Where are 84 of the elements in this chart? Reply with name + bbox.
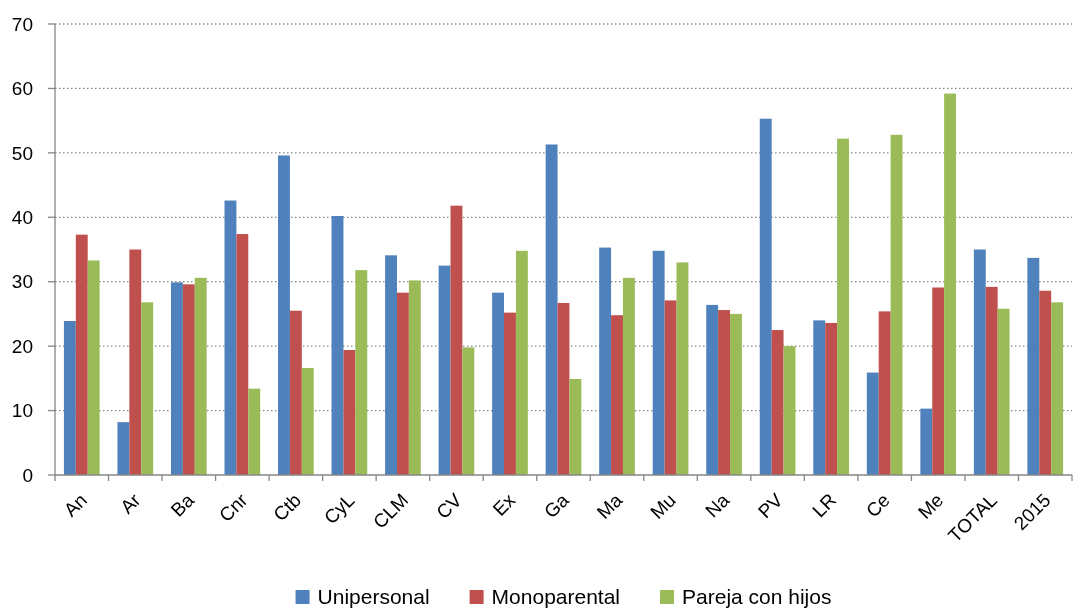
bar xyxy=(450,205,463,475)
y-tick-label: 40 xyxy=(11,206,33,228)
y-tick-label: 70 xyxy=(11,13,33,35)
x-tick-label: An xyxy=(59,489,91,521)
bar xyxy=(278,155,290,475)
x-tick-label: Na xyxy=(701,489,734,522)
bar xyxy=(866,372,879,475)
legend-label: Monoparental xyxy=(491,585,621,608)
bar xyxy=(1051,302,1064,475)
bar xyxy=(932,287,945,475)
bar xyxy=(664,300,677,475)
bar xyxy=(438,265,451,475)
y-tick-label: 10 xyxy=(11,400,33,422)
bar xyxy=(1039,290,1052,475)
bar xyxy=(396,292,409,475)
bar xyxy=(569,379,582,475)
bar xyxy=(944,93,957,475)
bar xyxy=(117,422,130,475)
x-tick-label: Ga xyxy=(539,489,574,523)
x-tick-label: Ar xyxy=(116,488,145,518)
bar xyxy=(248,388,261,475)
y-tick-label: 30 xyxy=(11,271,33,293)
bar xyxy=(813,320,826,475)
bar xyxy=(194,277,207,475)
x-tick-label: LR xyxy=(808,489,841,522)
bar xyxy=(504,312,516,475)
bar xyxy=(289,310,302,475)
bar xyxy=(706,304,719,475)
y-tick-label: 50 xyxy=(11,142,33,164)
bar xyxy=(63,321,76,475)
legend-label: Pareja con hijos xyxy=(682,585,832,608)
bar xyxy=(141,302,154,475)
bar xyxy=(599,247,612,475)
bar xyxy=(890,134,903,475)
x-tick-label: CV xyxy=(432,489,466,523)
bar xyxy=(718,310,731,475)
x-tick-label: Ma xyxy=(592,489,627,523)
x-tick-label: Ba xyxy=(166,489,199,521)
bar xyxy=(182,284,195,475)
bar xyxy=(973,249,986,475)
bar xyxy=(462,347,475,475)
x-tick-label: Ctb xyxy=(269,489,306,526)
x-tick-label: Ce xyxy=(861,489,894,522)
bar xyxy=(759,118,772,475)
bar xyxy=(224,200,237,475)
bar xyxy=(837,138,849,475)
x-tick-label: PV xyxy=(754,489,788,523)
bar xyxy=(343,350,356,475)
bar xyxy=(825,322,838,475)
y-tick-label: 20 xyxy=(11,335,33,357)
bar xyxy=(301,368,314,475)
x-tick-label: Me xyxy=(913,489,948,523)
bar xyxy=(545,144,558,475)
x-tick-label: Ex xyxy=(488,489,520,520)
bar xyxy=(985,286,998,475)
bar xyxy=(331,216,344,475)
bar xyxy=(920,408,933,475)
bar xyxy=(515,250,528,475)
bar xyxy=(170,282,183,475)
bar xyxy=(997,308,1010,475)
y-tick-label: 60 xyxy=(11,78,33,100)
bar xyxy=(730,313,742,475)
bar xyxy=(622,277,635,475)
bar xyxy=(408,280,421,475)
x-tick-label: Cnr xyxy=(215,488,253,526)
bar xyxy=(557,302,570,475)
y-tick-label: 0 xyxy=(22,464,33,486)
bar xyxy=(355,270,368,475)
bar xyxy=(385,255,397,475)
x-tick-label: CyL xyxy=(319,489,359,529)
bar xyxy=(783,346,796,475)
bar xyxy=(75,234,88,475)
bar xyxy=(129,249,142,475)
bar xyxy=(1027,257,1040,475)
bar xyxy=(676,262,689,475)
bar xyxy=(771,330,784,475)
bar xyxy=(236,234,249,475)
bar xyxy=(87,260,100,475)
legend-label: Unipersonal xyxy=(317,585,430,608)
bar xyxy=(611,315,623,475)
bar xyxy=(492,292,505,475)
bar xyxy=(878,311,891,475)
x-tick-label: Mu xyxy=(646,489,680,523)
bar xyxy=(652,250,665,475)
